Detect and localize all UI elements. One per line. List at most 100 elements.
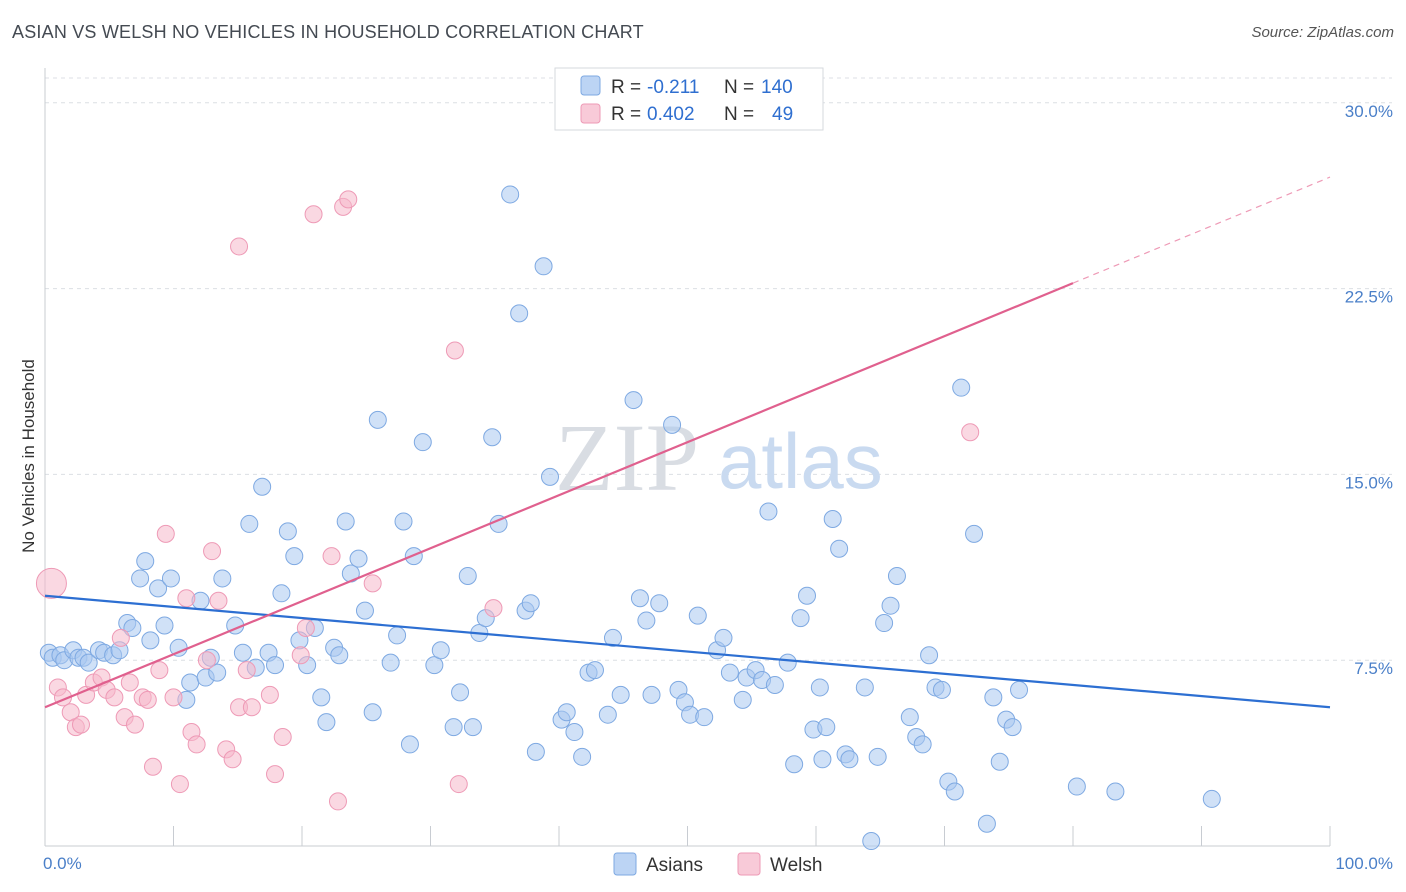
chart-title: ASIAN VS WELSH NO VEHICLES IN HOUSEHOLD … (12, 22, 644, 42)
asians-point (868, 747, 887, 766)
legend-n-value-asians: 140 (761, 77, 793, 98)
asians-point (611, 685, 630, 704)
welsh-trend-extension (1072, 176, 1331, 284)
asians-point (521, 594, 540, 613)
asians-point (785, 755, 804, 774)
asians-point (141, 631, 160, 650)
asians-point (765, 675, 784, 694)
x-tick-label-min: 0.0% (43, 854, 82, 873)
asians-point (830, 539, 849, 558)
asians-point (817, 718, 836, 737)
welsh-point (223, 750, 242, 769)
asians-point (688, 606, 707, 625)
axes (44, 68, 1331, 847)
welsh-point (242, 698, 261, 717)
asians-point (123, 618, 142, 637)
asians-point (541, 467, 560, 486)
legend-r-label-asians: R = (611, 77, 641, 98)
welsh-point (203, 542, 222, 561)
asians-point (451, 683, 470, 702)
welsh-point (197, 651, 216, 670)
welsh-point (363, 574, 382, 593)
asians-point (425, 656, 444, 675)
welsh-point (209, 591, 228, 610)
asians-point (945, 782, 964, 801)
asians-point (330, 646, 349, 665)
asians-point (630, 589, 649, 608)
asians-point (368, 410, 387, 429)
welsh-point (260, 685, 279, 704)
asians-point (840, 750, 859, 769)
welsh-point (143, 757, 162, 776)
legend-r-value-asians: -0.211 (647, 77, 699, 98)
asians-point (887, 566, 906, 585)
asians-point (855, 678, 874, 697)
welsh-point (273, 727, 292, 746)
legend-r-label-welsh: R = (611, 104, 641, 125)
asians-point (233, 643, 252, 662)
asians-point (266, 656, 285, 675)
asians-point (720, 663, 739, 682)
welsh-point (125, 715, 144, 734)
series-legend-label-asians: Asians (646, 855, 703, 876)
asians-point (881, 596, 900, 615)
asians-point (131, 569, 150, 588)
asians-point (1202, 789, 1221, 808)
asians-point (388, 626, 407, 645)
legend-swatch-welsh (580, 103, 601, 124)
asians-point (663, 415, 682, 434)
asians-point (458, 566, 477, 585)
trend-lines (44, 176, 1331, 709)
welsh-point (120, 673, 139, 692)
welsh-point (138, 690, 157, 709)
asians-point (534, 257, 553, 276)
asians-point (984, 688, 1003, 707)
asians-trend-line (44, 594, 1331, 709)
asians-point (990, 752, 1009, 771)
asians-point (501, 185, 520, 204)
asians-points (39, 185, 1221, 851)
correlation-legend: R = -0.211 N = 140 R = 0.402 N = 49 (554, 67, 824, 131)
asians-point (1003, 718, 1022, 737)
asians-point (624, 391, 643, 410)
y-axis-label: No Vehicles in Household (19, 359, 38, 553)
asians-point (598, 705, 617, 724)
legend-swatch-asians (580, 75, 601, 96)
y-tick-label: 22.5% (1345, 288, 1393, 307)
asians-point (463, 718, 482, 737)
asians-point (161, 569, 180, 588)
asians-point (778, 653, 797, 672)
welsh-trend-line (44, 282, 1074, 709)
welsh-point (164, 688, 183, 707)
legend-n-label-welsh: N = (724, 104, 754, 125)
legend-n-label-asians: N = (724, 77, 754, 98)
asians-point (977, 814, 996, 833)
watermark: ZIP atlas (555, 404, 883, 511)
asians-point (913, 735, 932, 754)
welsh-point (322, 547, 341, 566)
asians-point (278, 522, 297, 541)
welsh-point (111, 628, 130, 647)
asians-point (253, 477, 272, 496)
welsh-point (35, 567, 67, 599)
asians-point (181, 673, 200, 692)
watermark-atlas: atlas (718, 417, 883, 505)
asians-point (149, 579, 168, 598)
source-label: Source: ZipAtlas.com (1251, 24, 1394, 41)
asians-point (381, 653, 400, 672)
axis-tick-labels: 7.5% 15.0% 22.5% 30.0% 0.0% 100.0% (43, 102, 1393, 873)
y-tick-label: 30.0% (1345, 102, 1393, 121)
asians-point (650, 594, 669, 613)
asians-point (79, 653, 98, 672)
asians-point (213, 569, 232, 588)
asians-point (642, 685, 661, 704)
welsh-point (156, 524, 175, 543)
asians-point (798, 586, 817, 605)
asians-point (526, 742, 545, 761)
asians-point (759, 502, 778, 521)
series-legend: Asians Welsh (613, 852, 822, 876)
welsh-point (296, 618, 315, 637)
asians-point (136, 552, 155, 571)
asians-point (413, 433, 432, 452)
asians-point (810, 678, 829, 697)
